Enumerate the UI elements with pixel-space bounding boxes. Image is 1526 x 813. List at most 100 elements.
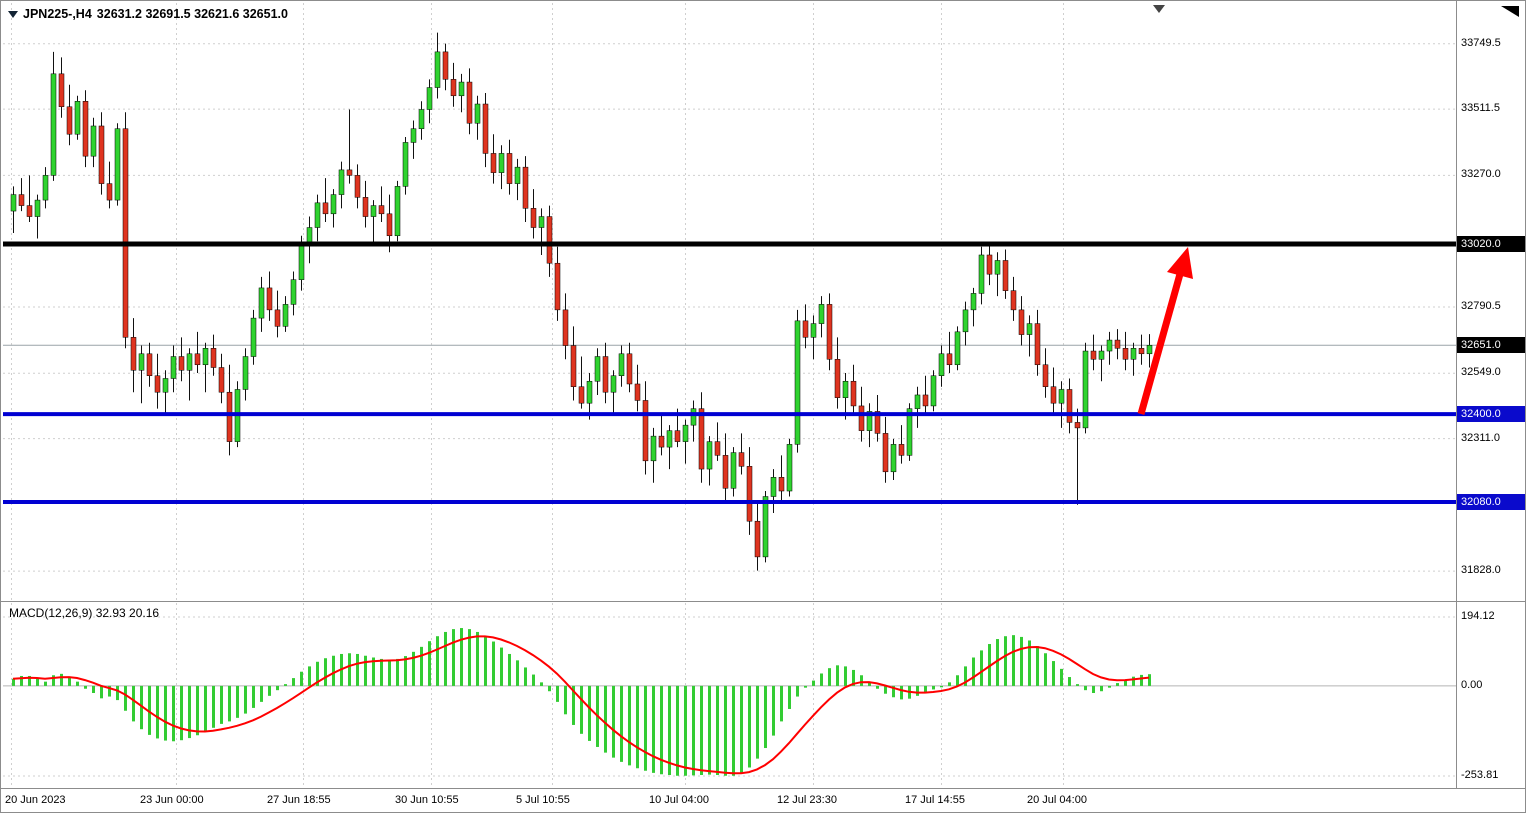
candle-body bbox=[146, 353, 153, 376]
candle-body bbox=[258, 287, 265, 319]
candle-body bbox=[986, 254, 993, 275]
candle-body bbox=[786, 444, 793, 492]
candle-body bbox=[914, 394, 921, 409]
candle-body bbox=[394, 186, 401, 237]
candle-body bbox=[898, 444, 905, 456]
candle-body bbox=[586, 380, 593, 404]
candle-body bbox=[1034, 323, 1041, 366]
candle-body bbox=[778, 477, 785, 492]
candle-body bbox=[250, 317, 257, 357]
candle-body bbox=[426, 87, 433, 110]
time-axis-label: 23 Jun 00:00 bbox=[140, 794, 204, 806]
candle-body bbox=[338, 169, 345, 195]
chart-title: JPN225-,H4 32631.2 32691.5 32621.6 32651… bbox=[8, 7, 288, 21]
candle-body bbox=[186, 353, 193, 371]
candle-body bbox=[866, 411, 873, 431]
time-axis-label: 20 Jun 2023 bbox=[5, 794, 66, 806]
price-axis-label: 33270.0 bbox=[1461, 168, 1501, 181]
candle-body bbox=[458, 81, 465, 97]
candle-body bbox=[594, 356, 601, 382]
price-tag: 32400.0 bbox=[1457, 406, 1525, 423]
candle-body bbox=[194, 353, 201, 366]
candle-body bbox=[658, 435, 665, 448]
candle-body bbox=[874, 411, 881, 434]
candle-body bbox=[554, 262, 561, 311]
candle-body bbox=[122, 128, 129, 338]
candle-body bbox=[1074, 422, 1081, 429]
macd-signal-line bbox=[12, 635, 1150, 775]
candle-body bbox=[226, 391, 233, 442]
candle-body bbox=[1122, 348, 1129, 360]
candle-body bbox=[362, 197, 369, 217]
candle-body bbox=[642, 400, 649, 462]
chart-title-ohlc: 32631.2 32691.5 32621.6 32651.0 bbox=[96, 7, 288, 21]
candle-body bbox=[298, 243, 305, 280]
trend-arrow-shaft bbox=[1137, 273, 1184, 415]
candle-body bbox=[10, 194, 17, 212]
candle-body bbox=[746, 466, 753, 522]
candle-body bbox=[506, 153, 513, 184]
candle-body bbox=[290, 279, 297, 305]
candle-body bbox=[1026, 323, 1033, 335]
candle-body bbox=[26, 205, 33, 217]
trend-arrow-head bbox=[1167, 247, 1193, 279]
candle-body bbox=[74, 101, 81, 135]
time-axis-label: 30 Jun 10:55 bbox=[395, 794, 459, 806]
candle-body bbox=[314, 202, 321, 228]
macd-axis-label: -253.81 bbox=[1461, 769, 1499, 781]
time-axis-label: 17 Jul 14:55 bbox=[905, 794, 965, 806]
candle-body bbox=[474, 103, 481, 124]
candle-body bbox=[762, 496, 769, 558]
candle-body bbox=[978, 254, 985, 294]
price-axis-label: 33511.5 bbox=[1461, 102, 1500, 115]
candle-body bbox=[490, 153, 497, 173]
candle-body bbox=[1010, 290, 1017, 311]
candle-body bbox=[682, 424, 689, 442]
candle-body bbox=[794, 320, 801, 445]
time-axis-label: 5 Jul 10:55 bbox=[516, 794, 570, 806]
candle-body bbox=[354, 175, 361, 198]
symbol-marker-icon bbox=[8, 10, 18, 18]
candle-body bbox=[106, 183, 113, 201]
macd-axis-label: 0.00 bbox=[1461, 678, 1483, 691]
candle-body bbox=[1018, 309, 1025, 335]
candle-body bbox=[962, 309, 969, 333]
candle-body bbox=[330, 194, 337, 215]
candle-body bbox=[1130, 348, 1137, 360]
candle-body bbox=[1146, 345, 1153, 355]
candle-body bbox=[402, 142, 409, 187]
candle-body bbox=[1114, 339, 1121, 349]
candle-body bbox=[810, 323, 817, 338]
candle-body bbox=[1058, 389, 1065, 404]
candle-body bbox=[770, 477, 777, 497]
candle-body bbox=[706, 441, 713, 470]
candle-body bbox=[1042, 364, 1049, 387]
scroll-position-marker-icon bbox=[1153, 5, 1165, 13]
candle-body bbox=[98, 125, 105, 184]
candle-body bbox=[50, 73, 57, 176]
time-axis-label: 27 Jun 18:55 bbox=[267, 794, 331, 806]
candle-body bbox=[1106, 339, 1113, 352]
candle-body bbox=[410, 128, 417, 143]
candle-body bbox=[170, 356, 177, 379]
candle-body bbox=[754, 520, 761, 558]
candle-body bbox=[570, 345, 577, 387]
candle-body bbox=[90, 125, 97, 157]
price-axis-label: 32549.0 bbox=[1461, 366, 1501, 379]
time-axis-label: 20 Jul 04:00 bbox=[1027, 794, 1087, 806]
candle-body bbox=[498, 153, 505, 173]
candle-body bbox=[938, 353, 945, 376]
candle-body bbox=[130, 337, 137, 371]
candle-body bbox=[418, 109, 425, 129]
price-axis-label: 31828.0 bbox=[1461, 564, 1501, 577]
candle-body bbox=[18, 194, 25, 206]
candle-body bbox=[442, 51, 449, 80]
candle-body bbox=[562, 309, 569, 346]
candle-body bbox=[730, 452, 737, 489]
price-axis-label: 32311.0 bbox=[1461, 431, 1500, 444]
candle-body bbox=[178, 356, 185, 371]
candle-body bbox=[698, 408, 705, 470]
candle-body bbox=[322, 202, 329, 215]
candle-body bbox=[274, 309, 281, 327]
